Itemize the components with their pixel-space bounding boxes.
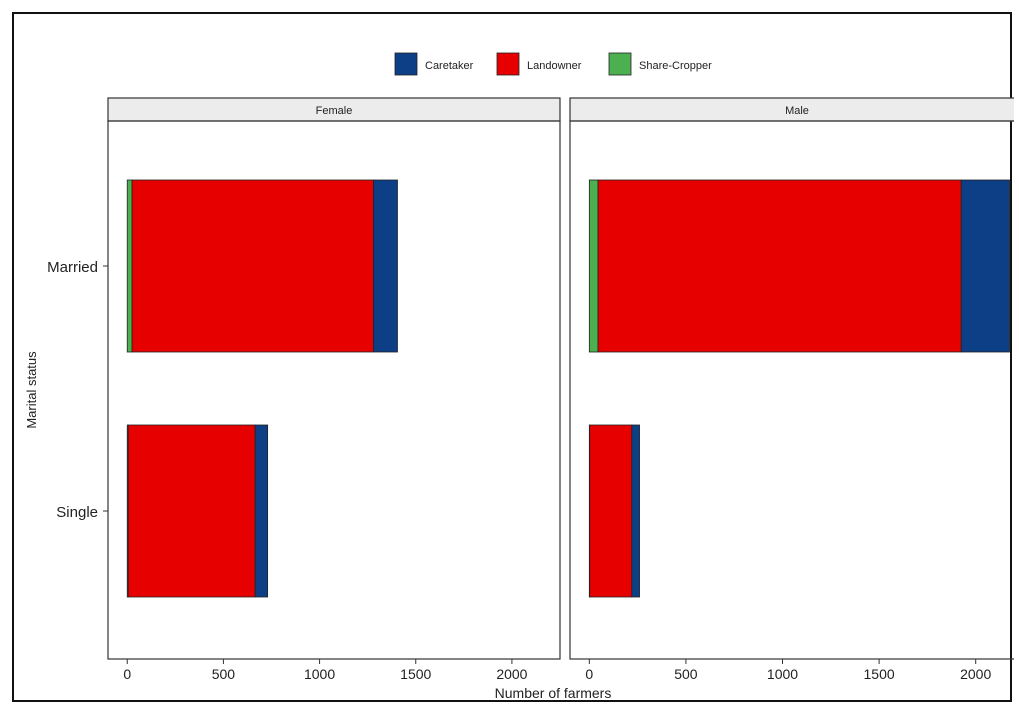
legend-label-landowner: Landowner: [527, 60, 582, 72]
x-tick-label-male-1000: 1000: [767, 666, 798, 682]
y-tick-label-married: Married: [47, 259, 98, 276]
facet-title-female: Female: [316, 105, 353, 117]
panel-female: [107, 120, 561, 660]
bar-male-married-caretaker: [960, 179, 1010, 353]
bar-female-married-caretaker: [373, 179, 398, 353]
legend-swatch-landowner: [496, 52, 520, 76]
legend-label-caretaker: Caretaker: [425, 60, 474, 72]
y-axis-title: Marital status: [24, 351, 39, 429]
x-tick-label-female-500: 500: [212, 666, 236, 682]
bar-female-married-share-cropper: [126, 179, 133, 353]
facet-title-male: Male: [785, 105, 809, 117]
panel-male: [569, 120, 1014, 660]
bar-female-single-caretaker: [254, 424, 269, 598]
bar-female-married-landowner: [131, 179, 374, 353]
y-tick-label-single: Single: [56, 504, 98, 521]
bar-male-single-landowner: [589, 424, 633, 598]
legend-label-share-cropper: Share-Cropper: [639, 60, 712, 72]
x-tick-label-male-500: 500: [674, 666, 698, 682]
bar-male-married-landowner: [597, 179, 962, 353]
bar-female-single-landowner: [127, 424, 256, 598]
x-tick-label-female-1000: 1000: [304, 666, 335, 682]
stacked-bar-chart: Caretaker Landowner Share-Cropper Marital s…: [24, 52, 1014, 701]
x-tick-label-female-2000: 2000: [496, 666, 527, 682]
x-tick-label-female-1500: 1500: [400, 666, 431, 682]
bar-male-married-share-cropper: [588, 179, 599, 353]
legend-swatch-share-cropper: [608, 52, 632, 76]
x-tick-label-male-1500: 1500: [864, 666, 895, 682]
chart-frame: Caretaker Landowner Share-Cropper Marital s…: [12, 12, 1014, 702]
x-axis-title: Number of farmers: [495, 685, 612, 701]
legend-swatch-caretaker: [394, 52, 418, 76]
x-tick-label-female-0: 0: [123, 666, 131, 682]
bar-male-single-caretaker: [631, 424, 640, 598]
x-tick-label-male-2000: 2000: [960, 666, 991, 682]
x-tick-label-male-0: 0: [585, 666, 593, 682]
